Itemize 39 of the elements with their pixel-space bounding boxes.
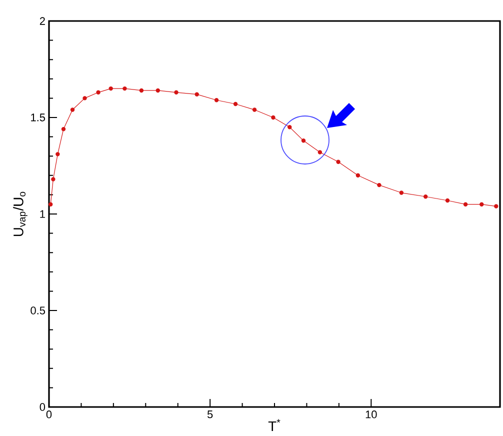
y-axis-title: U$_{vap}$/U$_{o}$	[13, 192, 28, 236]
point	[48, 202, 53, 206]
point	[194, 92, 199, 96]
point	[174, 90, 178, 95]
x-tick-label: 5	[207, 410, 213, 418]
point	[445, 198, 450, 203]
x-tick-label: 10	[366, 410, 377, 418]
point	[423, 194, 428, 199]
point	[139, 88, 144, 93]
x-tick-label: 0	[46, 410, 52, 418]
point	[356, 173, 360, 178]
point	[399, 190, 404, 195]
point	[480, 202, 484, 206]
y-tick-label: 2	[40, 17, 45, 25]
x-axis-title: T$^{*}$	[268, 419, 280, 432]
point	[336, 160, 340, 164]
point	[70, 108, 75, 112]
point	[122, 86, 127, 91]
point	[214, 98, 219, 102]
point	[156, 88, 160, 93]
point	[233, 102, 238, 106]
point	[318, 150, 322, 154]
point	[301, 138, 306, 143]
point	[56, 152, 60, 156]
point	[463, 202, 468, 206]
point	[494, 204, 498, 208]
point	[61, 126, 66, 132]
point	[82, 96, 87, 100]
point	[271, 115, 276, 120]
point	[377, 182, 382, 188]
point	[96, 90, 100, 95]
point	[288, 125, 292, 130]
y-tick-label: 0	[40, 403, 46, 411]
point	[108, 86, 113, 91]
point	[51, 177, 56, 182]
y-tick-label: 0.5	[30, 306, 46, 314]
point	[252, 108, 257, 112]
y-tick-label: 1	[40, 210, 45, 218]
y-tick-label: 1.5	[31, 114, 46, 122]
